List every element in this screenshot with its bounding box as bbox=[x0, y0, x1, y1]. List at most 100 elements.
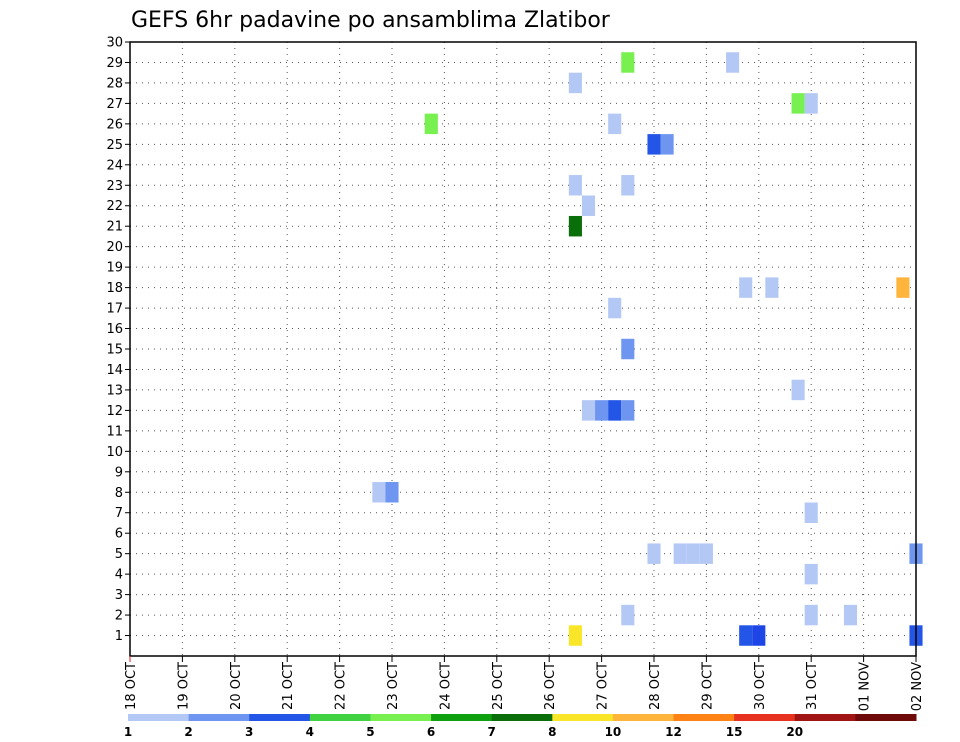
x-tick-label: 31 OCT bbox=[805, 662, 820, 710]
y-tick-label: 4 bbox=[115, 568, 123, 583]
precip-cell bbox=[896, 277, 910, 298]
y-tick-label: 28 bbox=[106, 76, 123, 91]
y-tick-label: 14 bbox=[106, 363, 123, 378]
precip-cell bbox=[568, 175, 582, 196]
colorbar-swatch bbox=[552, 714, 614, 721]
y-tick-label: 2 bbox=[115, 609, 123, 624]
precip-cell bbox=[621, 52, 635, 73]
precip-cell bbox=[739, 277, 753, 298]
precip-cell bbox=[673, 543, 687, 564]
colorbar-swatch bbox=[249, 714, 311, 721]
colorbar-swatch bbox=[431, 714, 493, 721]
colorbar-swatch bbox=[855, 714, 917, 721]
precip-cell bbox=[608, 297, 622, 319]
x-tick-label: 23 OCT bbox=[386, 662, 401, 710]
colorbar-swatch bbox=[734, 714, 796, 721]
colorbar-swatch bbox=[370, 714, 432, 721]
y-tick-label: 30 bbox=[106, 36, 123, 51]
colorbar-swatch bbox=[188, 714, 250, 721]
y-tick-label: 17 bbox=[106, 302, 123, 317]
precip-cell bbox=[843, 604, 858, 626]
precip-cell bbox=[660, 134, 674, 155]
precip-cell bbox=[621, 604, 635, 626]
x-tick-label: 25 OCT bbox=[491, 662, 506, 710]
y-tick-label: 24 bbox=[106, 158, 123, 173]
y-tick-label: 5 bbox=[115, 547, 123, 562]
precip-cell bbox=[621, 338, 635, 360]
colorbar-label: 2 bbox=[184, 725, 192, 739]
y-tick-label: 18 bbox=[106, 281, 123, 296]
precip-cell bbox=[647, 543, 661, 564]
precip-cell bbox=[581, 400, 596, 421]
colorbar-label: 10 bbox=[605, 725, 622, 739]
y-tick-label: 1 bbox=[115, 629, 123, 644]
y-tick-label: 27 bbox=[106, 97, 123, 112]
precip-cell bbox=[568, 72, 582, 94]
precip-cell bbox=[608, 400, 622, 421]
y-tick-label: 8 bbox=[115, 486, 123, 501]
x-tick-label: 28 OCT bbox=[648, 662, 663, 710]
x-tick-label: 30 OCT bbox=[753, 662, 768, 710]
colorbar-label: 7 bbox=[488, 725, 496, 739]
colorbar-label: 12 bbox=[665, 725, 682, 739]
plot-frame bbox=[129, 41, 917, 657]
y-tick-label: 16 bbox=[106, 322, 123, 337]
precip-cell bbox=[686, 543, 700, 564]
y-tick-label: 6 bbox=[115, 527, 123, 542]
precip-cell bbox=[791, 93, 805, 114]
precip-cell bbox=[385, 482, 399, 503]
precip-cell bbox=[739, 625, 753, 646]
colorbar-swatch bbox=[491, 714, 553, 721]
x-tick-label: 22 OCT bbox=[334, 662, 349, 710]
precip-cell bbox=[804, 604, 818, 626]
precip-cell bbox=[621, 175, 635, 196]
precip-cell bbox=[791, 379, 805, 401]
precip-cell bbox=[568, 215, 582, 237]
colorbar-label: 8 bbox=[548, 725, 556, 739]
precip-cell bbox=[581, 195, 596, 216]
x-tick-label: 02 NOV bbox=[910, 662, 925, 711]
y-tick-label: 15 bbox=[106, 343, 123, 358]
x-tick-label: 01 NOV bbox=[858, 662, 873, 711]
precip-cell bbox=[804, 93, 818, 114]
colorbar-swatch bbox=[309, 714, 371, 721]
precip-cell bbox=[372, 482, 386, 503]
y-tick-label: 9 bbox=[115, 465, 123, 480]
y-tick-label: 11 bbox=[106, 424, 123, 439]
precip-cell bbox=[752, 625, 766, 646]
x-tick-label: 27 OCT bbox=[596, 662, 611, 710]
precip-cell bbox=[804, 563, 818, 585]
y-tick-label: 20 bbox=[106, 240, 123, 255]
precip-cell bbox=[424, 113, 438, 135]
y-tick-label: 13 bbox=[106, 383, 123, 398]
y-tick-label: 12 bbox=[106, 404, 123, 419]
precip-cell bbox=[804, 502, 818, 523]
colorbar-label: 1 bbox=[124, 725, 132, 739]
precip-cell bbox=[595, 400, 609, 421]
y-tick-label: 3 bbox=[115, 588, 123, 603]
precip-cell bbox=[621, 400, 635, 421]
grid bbox=[130, 42, 916, 656]
colorbar-label: 20 bbox=[786, 725, 803, 739]
x-axis: 18 OCT 19 OCT 20 OCT 21 OCT 22 OCT 23 OCT 24 O… bbox=[124, 656, 925, 711]
x-tick-label: 18 OCT bbox=[124, 662, 139, 710]
colorbar-label: 6 bbox=[427, 725, 435, 739]
precip-cell bbox=[699, 543, 713, 564]
precip-cells bbox=[372, 52, 923, 646]
chart-title: GEFS 6hr padavine po ansamblima Zlatibor bbox=[131, 8, 611, 33]
precip-cell bbox=[647, 134, 661, 155]
precip-cell bbox=[608, 113, 622, 135]
y-tick-label: 22 bbox=[106, 199, 123, 214]
y-tick-label: 10 bbox=[106, 445, 123, 460]
colorbar: 1 2 3 4 5 6 7 8 10 12 15 20 bbox=[124, 714, 917, 739]
x-tick-label: 29 OCT bbox=[700, 662, 715, 710]
y-tick-label: 19 bbox=[106, 261, 123, 276]
colorbar-swatch bbox=[673, 714, 735, 721]
y-tick-label: 29 bbox=[106, 56, 123, 71]
colorbar-label: 5 bbox=[366, 725, 374, 739]
x-tick-label: 20 OCT bbox=[229, 662, 244, 710]
precip-cell bbox=[568, 625, 582, 646]
x-tick-label: 21 OCT bbox=[281, 662, 296, 710]
y-tick-label: 25 bbox=[106, 138, 123, 153]
y-axis: 1234567891011121314151617181920212223242… bbox=[106, 36, 130, 644]
